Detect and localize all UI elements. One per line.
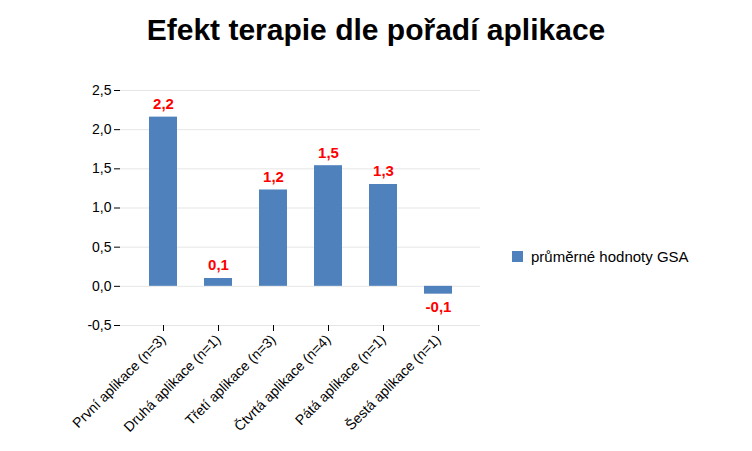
svg-text:2,2: 2,2: [153, 95, 174, 112]
svg-text:První aplikace (n=3): První aplikace (n=3): [69, 331, 169, 431]
svg-text:1,5: 1,5: [92, 160, 112, 176]
svg-text:1,5: 1,5: [318, 144, 339, 161]
svg-text:1,0: 1,0: [92, 199, 112, 215]
svg-text:2,0: 2,0: [92, 121, 112, 137]
html-text:průměrné hodnoty GSA: průměrné hodnoty GSA: [531, 248, 689, 265]
svg-text:0,0: 0,0: [92, 278, 112, 294]
svg-text:0,5: 0,5: [92, 239, 112, 255]
svg-text:Druhá aplikace (n=1): Druhá aplikace (n=1): [120, 331, 223, 434]
svg-text:Třetí aplikace (n=3): Třetí aplikace (n=3): [182, 331, 279, 428]
svg-text:-0,1: -0,1: [426, 298, 452, 315]
svg-text:1,3: 1,3: [373, 162, 394, 179]
svg-text:Šestá aplikace (n=1): Šestá aplikace (n=1): [342, 331, 444, 433]
html-text:Efekt terapie dle pořadí aplik: Efekt terapie dle pořadí aplikace: [146, 13, 606, 46]
svg-text:1,2: 1,2: [263, 168, 284, 185]
svg-text:0,1: 0,1: [208, 256, 229, 273]
svg-text:2,5: 2,5: [92, 82, 112, 98]
svg-text:Pátá aplikace (n=1): Pátá aplikace (n=1): [292, 331, 389, 428]
svg-text:Čtvrtá aplikace (n=4): Čtvrtá aplikace (n=4): [231, 331, 334, 434]
svg-text:-0,5: -0,5: [87, 317, 111, 333]
